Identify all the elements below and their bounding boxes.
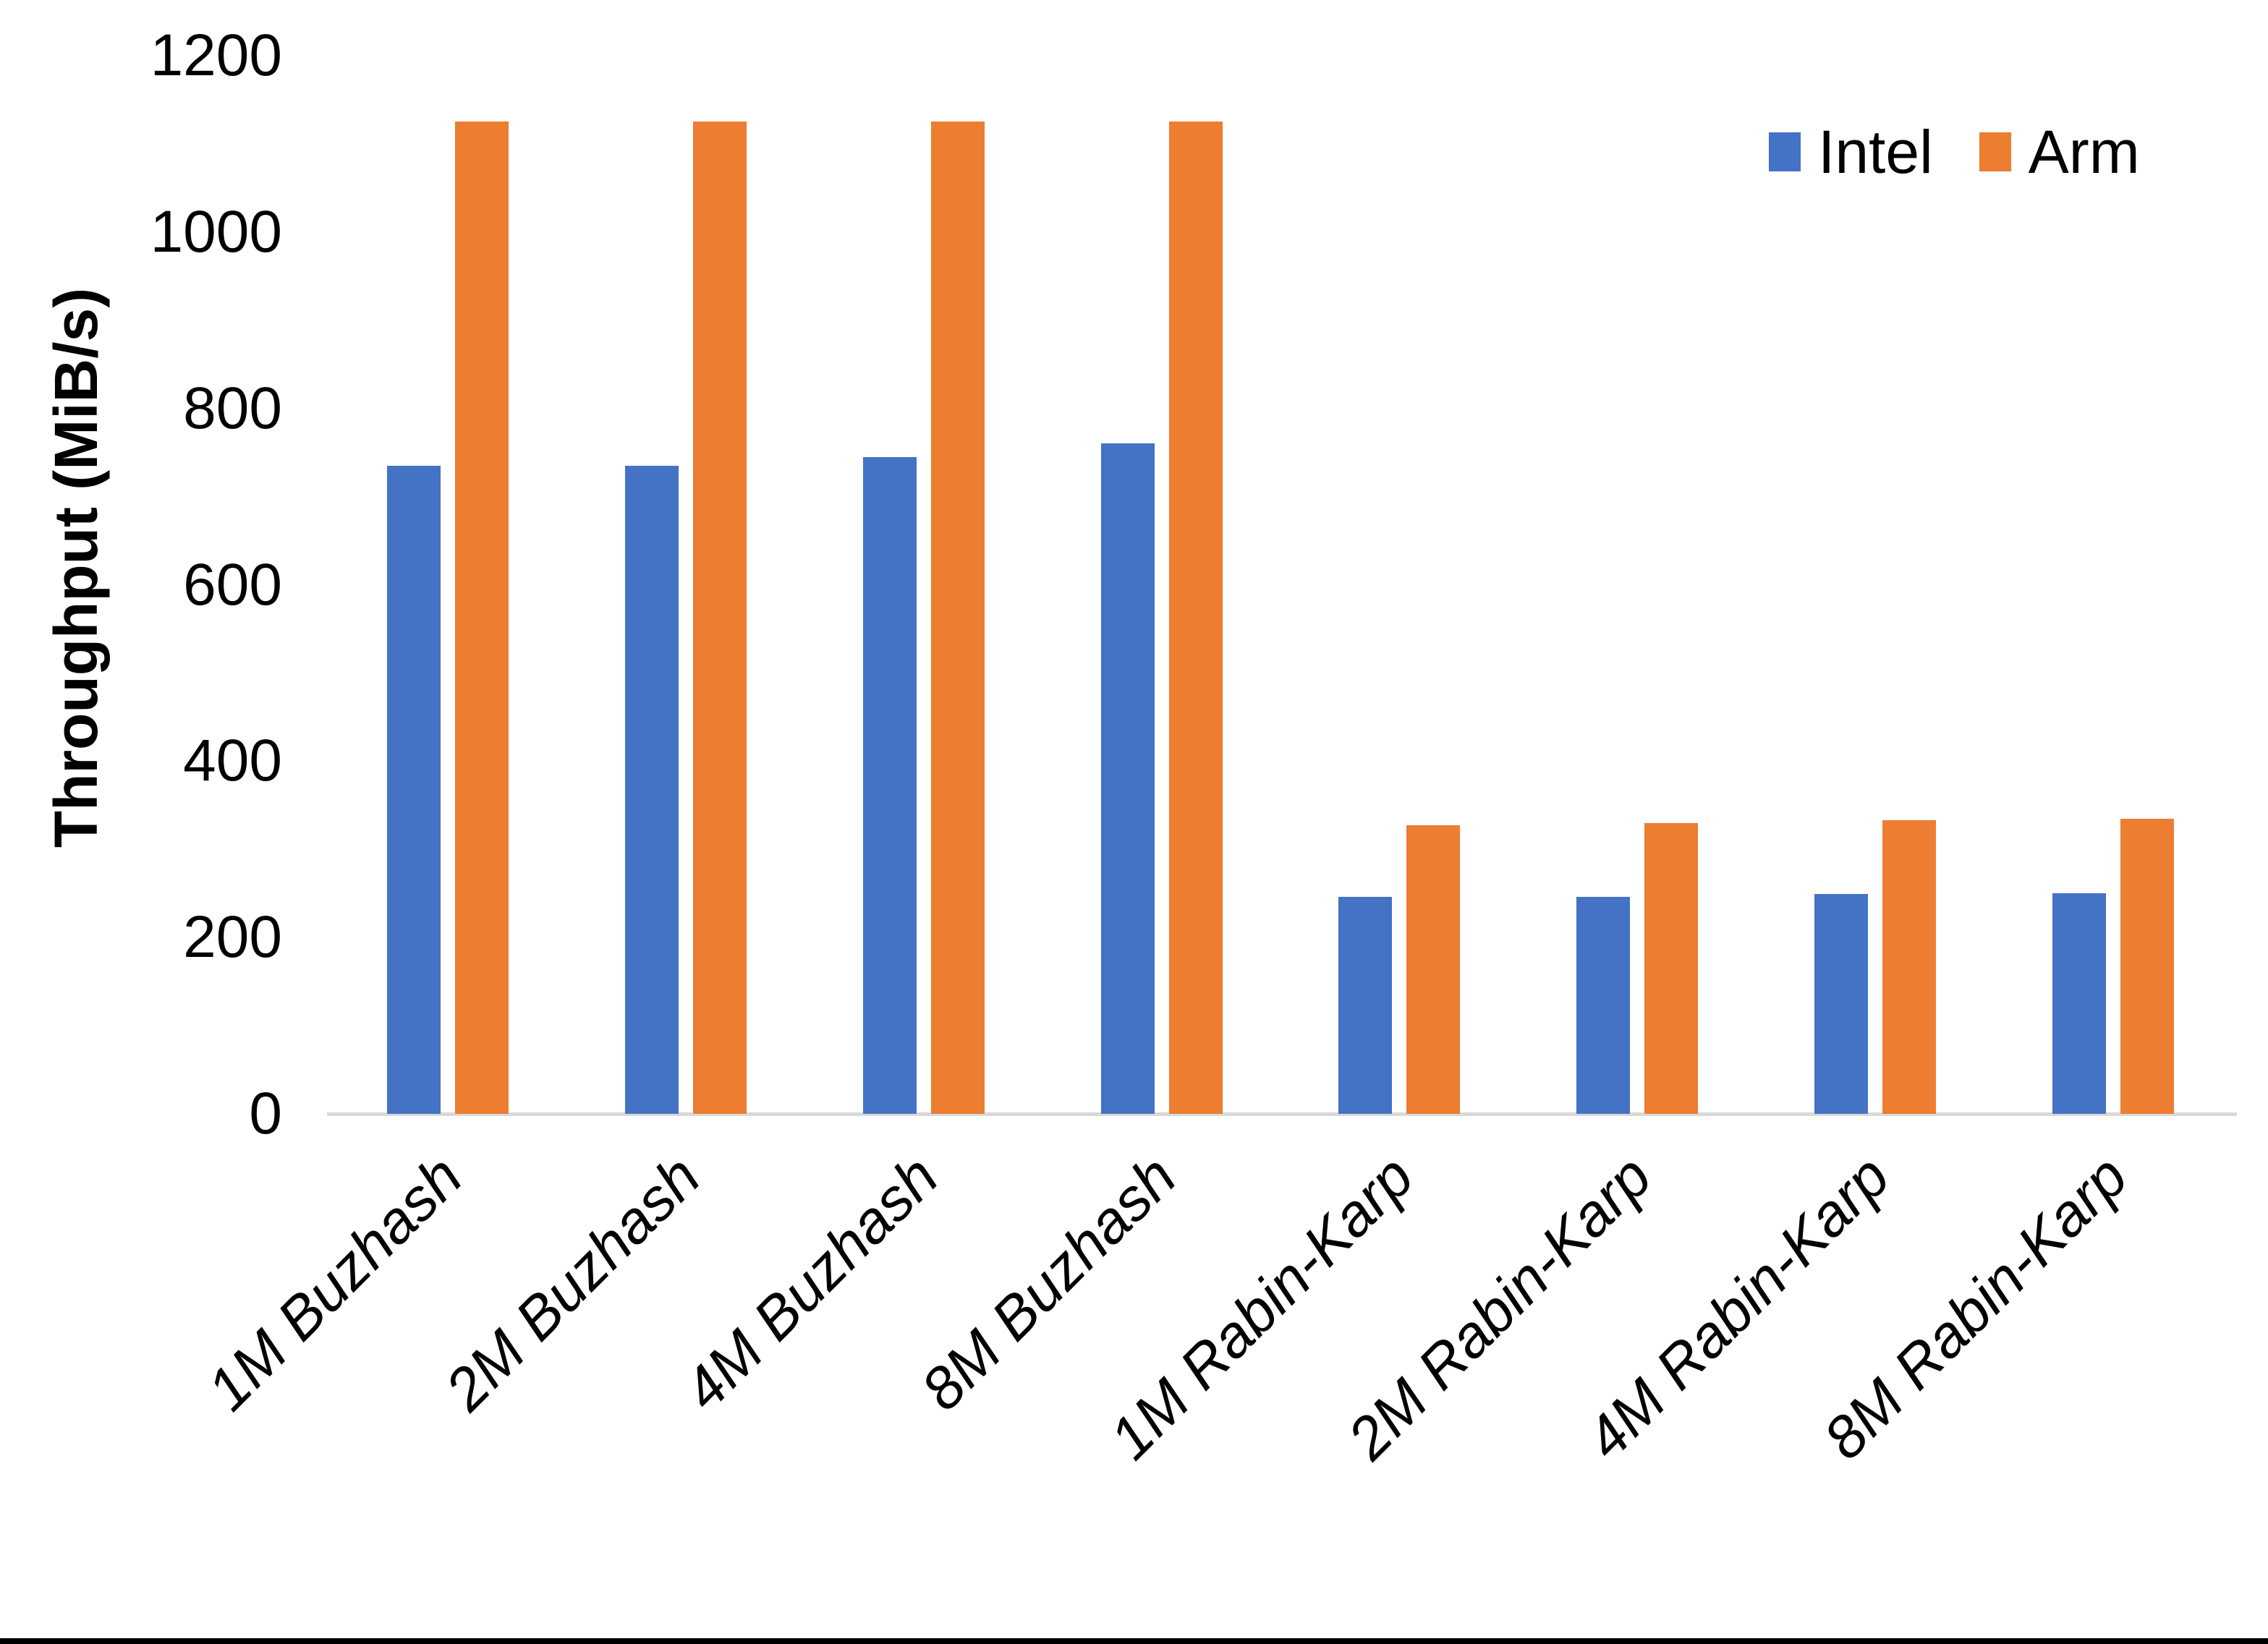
bar-intel-8m-buzhash <box>1101 443 1155 1114</box>
bar-intel-8m-rabin-karp <box>2052 893 2106 1114</box>
legend-label-arm: Arm <box>2028 118 2140 186</box>
legend-swatch-intel <box>1769 132 1801 171</box>
x-label-8m-rabin-karp: 8M Rabin-Karp <box>1811 1143 2140 1473</box>
bar-intel-4m-buzhash <box>863 457 917 1114</box>
bar-arm-2m-rabin-karp <box>1644 823 1698 1114</box>
bar-intel-4m-rabin-karp <box>1814 894 1868 1114</box>
y-tick-label-600: 600 <box>183 551 282 618</box>
legend-label-intel: Intel <box>1818 118 1933 186</box>
bar-intel-2m-rabin-karp <box>1576 897 1630 1114</box>
y-tick-label-200: 200 <box>183 904 282 971</box>
y-tick-label-1200: 1200 <box>150 22 282 88</box>
x-axis-line <box>327 1112 2237 1116</box>
bar-arm-8m-rabin-karp <box>2120 819 2174 1114</box>
bar-arm-1m-buzhash <box>455 122 509 1114</box>
bar-arm-4m-buzhash <box>931 122 985 1114</box>
x-label-4m-buzhash: 4M Buzhash <box>671 1143 951 1423</box>
legend-swatch-arm <box>1979 132 2011 171</box>
y-tick-label-800: 800 <box>183 375 282 441</box>
bar-intel-1m-rabin-karp <box>1338 897 1392 1114</box>
window-bottom-border <box>0 1638 2268 1644</box>
bar-arm-2m-buzhash <box>693 122 747 1114</box>
bar-arm-4m-rabin-karp <box>1882 820 1936 1114</box>
x-label-2m-buzhash: 2M Buzhash <box>433 1143 713 1423</box>
bar-arm-1m-rabin-karp <box>1406 825 1460 1114</box>
y-tick-label-1000: 1000 <box>150 198 282 265</box>
y-tick-label-0: 0 <box>249 1081 282 1146</box>
x-label-1m-buzhash: 1M Buzhash <box>195 1143 475 1423</box>
y-tick-label-400: 400 <box>183 728 282 794</box>
bar-intel-1m-buzhash <box>387 466 441 1114</box>
x-label-4m-rabin-karp: 4M Rabin-Karp <box>1573 1143 1903 1473</box>
x-label-1m-rabin-karp: 1M Rabin-Karp <box>1097 1143 1427 1473</box>
x-label-8m-buzhash: 8M Buzhash <box>909 1143 1189 1423</box>
legend-item-arm: Arm <box>1979 122 2140 182</box>
legend-item-intel: Intel <box>1769 122 1933 182</box>
bar-intel-2m-buzhash <box>625 466 679 1114</box>
bar-arm-8m-buzhash <box>1169 122 1223 1114</box>
x-label-2m-rabin-karp: 2M Rabin-Karp <box>1335 1143 1665 1473</box>
legend: Intel Arm <box>1769 122 2140 182</box>
